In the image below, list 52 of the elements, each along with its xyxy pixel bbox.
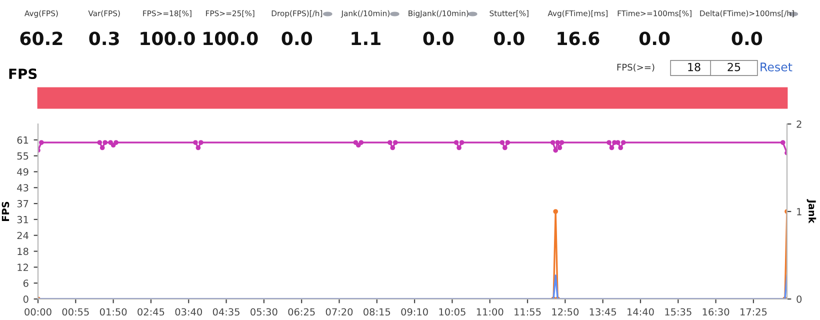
x-tick-label: 09:10 [401,308,428,316]
y-tick-label: 24 [17,232,28,240]
y-tick-label: 18 [18,248,28,256]
y2-axis-title: Jank [806,199,816,224]
y-tick-label: 31 [17,216,28,224]
y-tick-label: 37 [17,200,28,208]
x-tick-label: 08:15 [364,308,390,316]
x-tick-label: 02:45 [138,308,164,316]
x-tick-label: 11:55 [514,308,541,316]
text: 16.6 [558,32,600,46]
y2-tick-label: 1 [797,208,802,216]
y-tick-label: 61 [17,136,28,144]
x-tick-label: 17:25 [740,308,767,316]
x-tick-label: 04:35 [212,308,240,316]
x-tick-label: 00:00 [24,308,52,316]
y-tick-label: 55 [17,152,28,160]
text: 60.2 [20,32,62,46]
x-tick-label: 05:30 [250,308,278,316]
x-tick-label: 07:20 [326,308,353,316]
text: 100.0 [140,32,195,46]
x-tick-label: 14:40 [628,308,654,316]
x-tick-label: 10:05 [439,308,466,316]
x-tick-label: 01:50 [100,308,127,316]
y2-tick-label: 0 [796,295,802,303]
y-tick-label: 0 [23,295,28,303]
x-tick-label: 03:40 [175,308,202,316]
y-tick-label: 49 [17,168,28,176]
x-tick-label: 13:45 [590,308,616,316]
text: 0.0 [423,32,454,46]
text: 18 [688,62,700,72]
text: 0.3 [89,32,119,46]
x-tick-label: 11:00 [476,308,504,316]
text: 0.0 [732,32,762,46]
y-tick-label: 6 [23,280,28,287]
text: 100.0 [204,32,258,46]
text: 0.0 [494,32,524,46]
y-tick-label: 43 [17,184,28,192]
text: 25 [728,62,740,72]
x-tick-label: 12:50 [552,308,579,316]
text: Reset [760,62,792,72]
text: FPS(>=) [617,64,654,72]
x-tick-label: 15:35 [665,308,692,316]
y-axis-title: FPS [2,202,10,221]
y2-tick-label: 2 [796,120,802,128]
text: 0.0 [639,32,670,46]
x-tick-label: 00:55 [62,308,89,316]
x-tick-label: 06:25 [288,308,315,316]
y-tick-label: 12 [18,264,28,271]
text: 1.1 [352,32,380,45]
text: 0.0 [282,32,312,46]
x-tick-label: 16:30 [702,308,730,316]
chart-title: FPS [9,68,37,80]
